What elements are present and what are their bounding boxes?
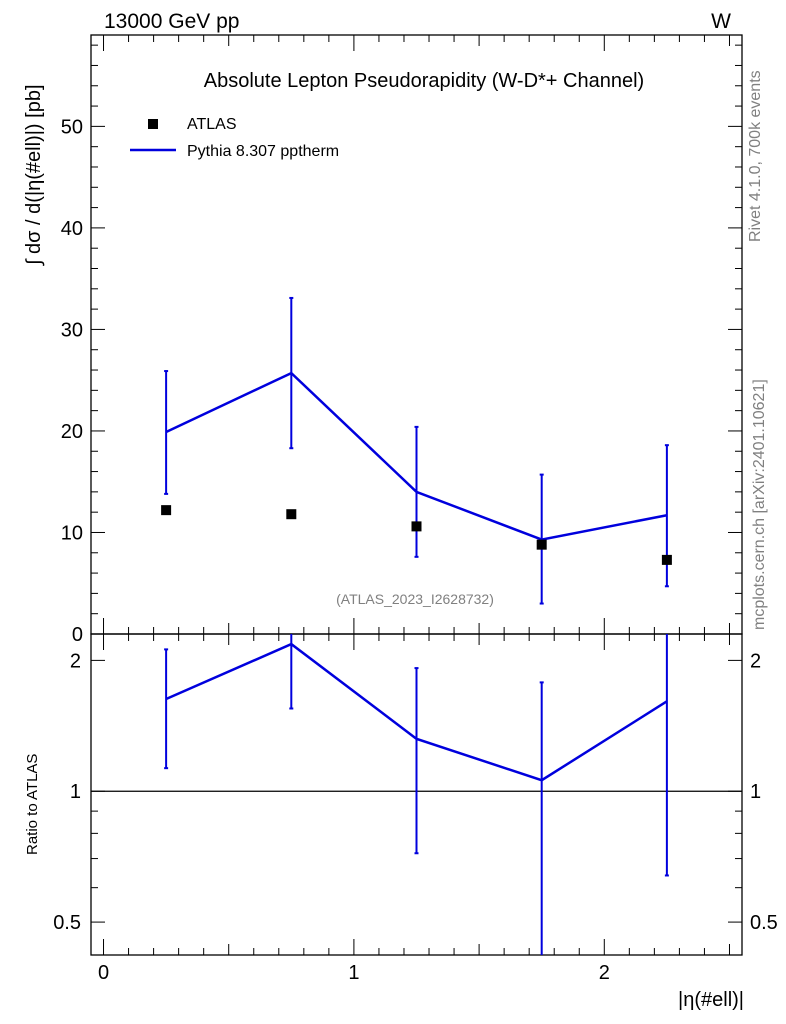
main-y-tick-label: 40: [61, 218, 83, 240]
ratio-y-tick-label-right: 0.5: [750, 912, 778, 934]
atlas-data-point: [286, 509, 297, 520]
x-tick-label: 0: [98, 962, 109, 984]
ratio-y-tick-label: 1: [70, 781, 81, 803]
atlas-data-point: [161, 505, 172, 516]
main-y-tick-label: 0: [72, 624, 83, 646]
ratio-y-tick-label-right: 2: [750, 650, 761, 672]
ratio-x-ticks: 0 1 2: [98, 634, 730, 984]
rivet-info: Rivet 4.1.0, 700k events: [747, 70, 764, 242]
x-axis-label: |η(#ell)|: [678, 989, 744, 1011]
x-tick-label: 2: [599, 962, 610, 984]
ratio-pythia-line: [165, 642, 668, 782]
ratio-frame: [90, 633, 743, 956]
header-process-label: 13000 GeV pp: [104, 10, 239, 33]
pythia-line: [165, 371, 668, 541]
atlas-data-point: [536, 539, 547, 550]
atlas-data-point: [411, 521, 422, 532]
main-y-tick-label: 30: [61, 319, 83, 341]
legend: ATLAS Pythia 8.307 pptherm: [130, 116, 339, 160]
chart-title: Absolute Lepton Pseudorapidity (W-D*+ Ch…: [204, 70, 644, 92]
atlas-data-point: [661, 554, 672, 565]
main-y-tick-label: 50: [61, 116, 83, 138]
ratio-y-tick-label: 2: [70, 650, 81, 672]
main-panel: 0 10 20 30 40 50 Absolute Lepton Pseudorapidi…: [23, 34, 743, 646]
main-x-ticks: [103, 35, 730, 634]
main-y-ticks: 0 10 20 30 40 50: [61, 44, 742, 646]
main-series: [161, 296, 672, 605]
main-y-tick-label: 20: [61, 421, 83, 443]
ratio-panel: 0.5 0.5 1 1 2 2 0 1 2 Ratio to ATLAS |η(#ell)|: [24, 633, 778, 1011]
main-y-tick-label: 10: [61, 522, 83, 544]
ratio-series: [91, 634, 742, 955]
mcplots-info: mcplots.cern.ch [arXiv:2401.10621]: [751, 379, 768, 630]
ratio-y-tick-label: 0.5: [53, 912, 81, 934]
legend-atlas-marker: [148, 119, 158, 129]
analysis-watermark: (ATLAS_2023_I2628732): [336, 591, 494, 607]
legend-atlas-label: ATLAS: [187, 116, 237, 133]
x-tick-label: 1: [348, 962, 359, 984]
main-y-axis-label: ∫ dσ / d(|η(#ell)|) [pb]: [23, 85, 45, 267]
svg-text:∫ dσ / d(|η(#ell)|) [pb]: ∫ dσ / d(|η(#ell)|) [pb]: [23, 85, 45, 267]
ratio-y-tick-label-right: 1: [750, 781, 761, 803]
ratio-y-axis-label: Ratio to ATLAS: [24, 754, 41, 855]
header-channel-label: W: [711, 10, 731, 33]
legend-pythia-label: Pythia 8.307 pptherm: [187, 143, 339, 160]
